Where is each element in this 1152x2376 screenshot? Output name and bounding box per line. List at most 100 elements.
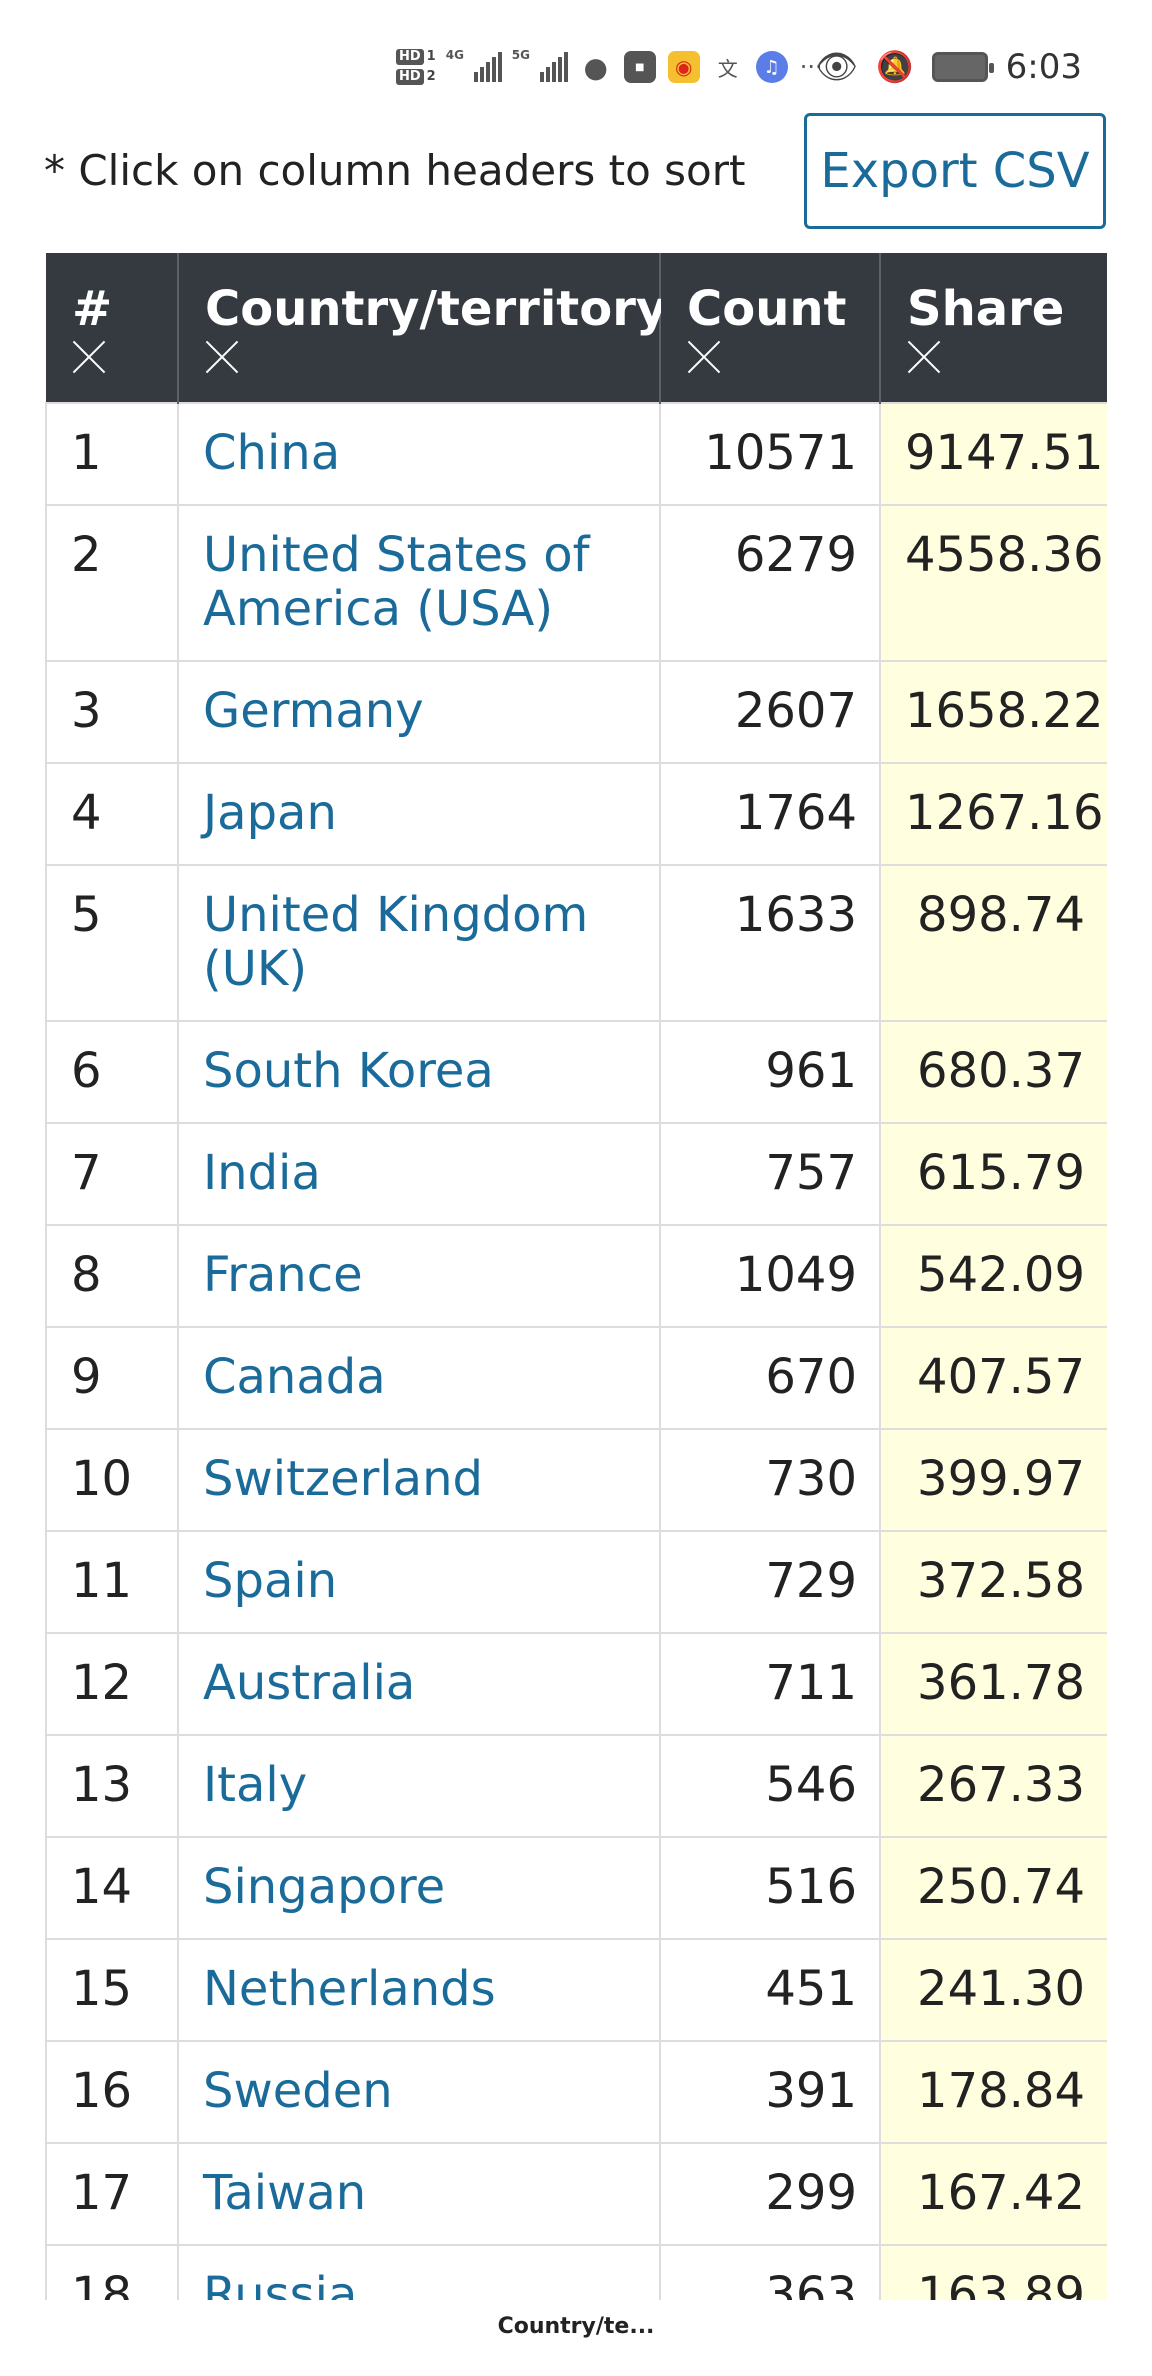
weibo-icon: ◉ [667,51,700,83]
dual-sim-indicator: HD 1 HD 2 [396,49,436,85]
rank-cell: 16 [45,2040,179,2144]
share-cell: 4558.36 [879,504,1107,662]
table-row: 4 Japan 1764 1267.16 [45,762,1107,866]
country-link[interactable]: India [177,1122,661,1226]
country-table: # Country/territory Count Share [45,253,1107,2301]
table-row: 11 Spain 729 372.58 [45,1530,1107,1634]
rank-cell: 14 [45,1836,179,1940]
sort-icon[interactable] [205,339,239,373]
table-row: 2 United States of America (USA) 6279 45… [45,504,1107,662]
table-row: 3 Germany 2607 1658.22 [45,660,1107,764]
mute-icon: 🔕 [876,49,914,85]
count-cell: 711 [659,1632,881,1736]
rank-cell: 5 [45,864,179,1022]
count-cell: 363 [659,2244,881,2301]
rank-cell: 13 [45,1734,179,1838]
country-link[interactable]: Canada [177,1326,661,1430]
country-link[interactable]: Netherlands [177,1938,661,2042]
table-row: 12 Australia 711 361.78 [45,1632,1107,1736]
rank-cell: 4 [45,762,179,866]
status-icons: HD 1 HD 2 4G 5G ● ■ ◉ 文 ♫ ··· [396,38,823,96]
share-cell: 9147.51 [879,402,1107,506]
sort-icon[interactable] [687,339,721,373]
count-cell: 451 [659,1938,881,2042]
bottom-bar: Country/te... [0,2300,1152,2376]
rank-cell: 1 [45,402,179,506]
page-title-truncated: Country/te... [497,2314,655,2339]
rank-cell: 6 [45,1020,179,1124]
table-row: 16 Sweden 391 178.84 [45,2040,1107,2144]
country-link[interactable]: Spain [177,1530,661,1634]
country-link[interactable]: United Kingdom (UK) [177,864,661,1022]
country-link[interactable]: Taiwan [177,2142,661,2246]
share-cell: 542.09 [879,1224,1107,1328]
share-cell: 267.33 [879,1734,1107,1838]
share-cell: 615.79 [879,1122,1107,1226]
count-cell: 391 [659,2040,881,2144]
rank-cell: 8 [45,1224,179,1328]
rank-cell: 9 [45,1326,179,1430]
country-link[interactable]: China [177,402,661,506]
country-link[interactable]: France [177,1224,661,1328]
count-cell: 729 [659,1530,881,1634]
count-cell: 757 [659,1122,881,1226]
eye-comfort-icon: 👁 [815,47,859,87]
country-link[interactable]: Sweden [177,2040,661,2144]
count-cell: 299 [659,2142,881,2246]
count-cell: 546 [659,1734,881,1838]
country-table-container[interactable]: # Country/territory Count Share [45,253,1107,2301]
status-bar: HD 1 HD 2 4G 5G ● ■ ◉ 文 ♫ ··· 👁 🔕 6:03 [0,0,1152,130]
country-link[interactable]: Italy [177,1734,661,1838]
country-link[interactable]: United States of America (USA) [177,504,661,662]
country-link[interactable]: Germany [177,660,661,764]
count-cell: 961 [659,1020,881,1124]
table-row: 7 India 757 615.79 [45,1122,1107,1226]
count-cell: 730 [659,1428,881,1532]
sort-icon[interactable] [72,339,106,373]
status-right: 👁 🔕 6:03 [815,38,1082,96]
share-cell: 163.89 [879,2244,1107,2301]
country-link[interactable]: Russia [177,2244,661,2301]
table-row: 10 Switzerland 730 399.97 [45,1428,1107,1532]
share-cell: 898.74 [879,864,1107,1022]
header-rank[interactable]: # [46,253,179,403]
huawei-app-icon: ■ [623,51,656,83]
count-cell: 10571 [659,402,881,506]
header-count[interactable]: Count [660,253,881,403]
table-header-row: # Country/territory Count Share [46,253,1107,403]
signal-4g-icon: 4G [446,48,502,82]
header-country[interactable]: Country/territory [178,253,667,403]
battery-icon [931,52,994,82]
country-link[interactable]: Singapore [177,1836,661,1940]
rank-cell: 7 [45,1122,179,1226]
wechat-icon: ● [583,50,608,84]
country-link[interactable]: South Korea [177,1020,661,1124]
export-csv-button[interactable]: Export CSV [804,113,1106,229]
count-cell: 2607 [659,660,881,764]
translate-icon: 文 [717,56,738,81]
share-cell: 407.57 [879,1326,1107,1430]
table-row: 15 Netherlands 451 241.30 [45,1938,1107,2042]
table-row: 9 Canada 670 407.57 [45,1326,1107,1430]
share-cell: 1267.16 [879,762,1107,866]
share-cell: 241.30 [879,1938,1107,2042]
share-cell: 178.84 [879,2040,1107,2144]
sort-icon[interactable] [907,339,941,373]
table-row: 1 China 10571 9147.51 [45,402,1107,506]
header-share[interactable]: Share [880,253,1107,403]
rank-cell: 17 [45,2142,179,2246]
country-link[interactable]: Switzerland [177,1428,661,1532]
table-row: 18 Russia 363 163.89 [45,2244,1107,2301]
country-link[interactable]: Australia [177,1632,661,1736]
share-cell: 399.97 [879,1428,1107,1532]
share-cell: 167.42 [879,2142,1107,2246]
rank-cell: 10 [45,1428,179,1532]
rank-cell: 3 [45,660,179,764]
table-row: 13 Italy 546 267.33 [45,1734,1107,1838]
share-cell: 1658.22 [879,660,1107,764]
more-notifications-icon: ··· [799,53,823,81]
count-cell: 516 [659,1836,881,1940]
count-cell: 1764 [659,762,881,866]
country-link[interactable]: Japan [177,762,661,866]
signal-5g-icon: 5G [512,48,568,82]
